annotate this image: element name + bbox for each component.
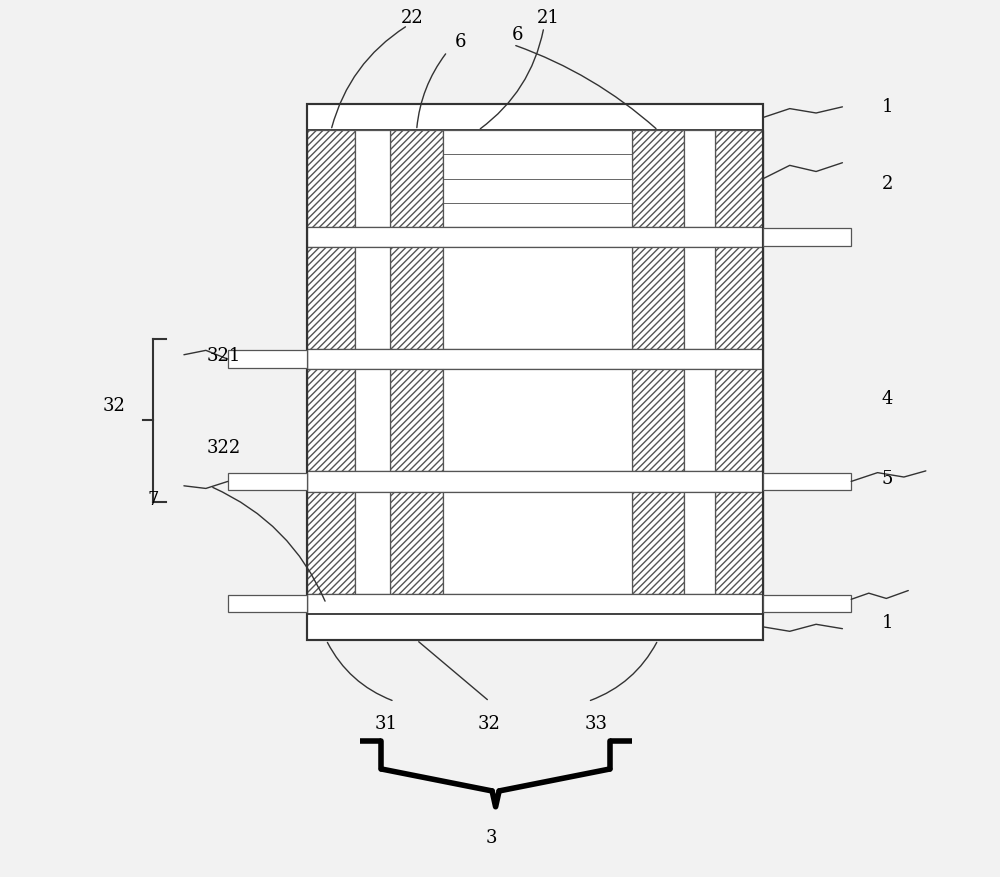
Text: 322: 322 bbox=[206, 438, 241, 456]
Bar bbox=[763, 474, 851, 490]
Bar bbox=[715, 132, 763, 227]
Bar bbox=[390, 370, 443, 472]
Bar bbox=[684, 132, 715, 227]
Bar bbox=[228, 595, 307, 613]
Bar bbox=[763, 229, 851, 246]
Bar bbox=[632, 247, 684, 350]
Bar bbox=[307, 247, 355, 350]
Text: 1: 1 bbox=[882, 614, 893, 631]
Text: 7: 7 bbox=[148, 491, 159, 509]
Bar bbox=[307, 370, 355, 472]
Bar bbox=[390, 370, 443, 472]
Bar bbox=[390, 492, 443, 594]
Text: 33: 33 bbox=[585, 715, 608, 732]
Bar bbox=[763, 595, 851, 613]
Bar bbox=[307, 492, 355, 594]
Bar bbox=[355, 247, 390, 350]
Bar bbox=[632, 492, 684, 594]
Bar bbox=[443, 247, 632, 350]
Bar bbox=[715, 492, 763, 594]
Bar bbox=[684, 247, 715, 350]
Bar bbox=[355, 132, 390, 227]
Text: 1: 1 bbox=[882, 98, 893, 116]
Bar bbox=[307, 132, 355, 227]
Bar bbox=[307, 132, 355, 227]
Bar bbox=[443, 492, 632, 594]
Text: 2: 2 bbox=[882, 175, 893, 193]
Text: 22: 22 bbox=[401, 9, 424, 26]
Bar bbox=[632, 492, 684, 594]
Bar bbox=[632, 247, 684, 350]
Bar bbox=[715, 370, 763, 472]
Text: 6: 6 bbox=[455, 33, 466, 51]
Bar bbox=[715, 247, 763, 350]
Text: 21: 21 bbox=[537, 9, 560, 26]
Bar bbox=[307, 247, 355, 350]
Bar bbox=[228, 474, 307, 490]
Bar bbox=[355, 370, 390, 472]
Bar bbox=[307, 227, 763, 247]
Bar bbox=[443, 132, 632, 227]
Bar bbox=[390, 492, 443, 594]
Bar bbox=[307, 105, 763, 132]
Text: 32: 32 bbox=[478, 715, 501, 732]
Bar bbox=[307, 472, 763, 492]
Text: 31: 31 bbox=[374, 715, 397, 732]
Text: 3: 3 bbox=[485, 829, 497, 846]
Bar bbox=[228, 351, 307, 368]
Bar bbox=[715, 132, 763, 227]
Bar bbox=[632, 370, 684, 472]
Bar bbox=[355, 492, 390, 594]
Bar bbox=[307, 594, 763, 614]
Bar bbox=[307, 492, 355, 594]
Bar bbox=[632, 370, 684, 472]
Text: 4: 4 bbox=[882, 390, 893, 408]
Bar bbox=[715, 247, 763, 350]
Bar bbox=[307, 350, 763, 370]
Bar bbox=[307, 370, 355, 472]
Bar bbox=[632, 132, 684, 227]
Bar bbox=[715, 370, 763, 472]
Bar bbox=[684, 492, 715, 594]
Text: 6: 6 bbox=[512, 26, 523, 44]
Bar bbox=[443, 370, 632, 472]
Bar bbox=[715, 492, 763, 594]
Bar bbox=[307, 105, 763, 640]
Bar bbox=[307, 614, 763, 640]
Text: 32: 32 bbox=[102, 396, 125, 414]
Bar bbox=[390, 132, 443, 227]
Bar bbox=[390, 132, 443, 227]
Bar bbox=[390, 247, 443, 350]
Text: 5: 5 bbox=[882, 469, 893, 487]
Text: 321: 321 bbox=[206, 347, 241, 365]
Bar bbox=[390, 247, 443, 350]
Bar bbox=[684, 370, 715, 472]
Bar bbox=[632, 132, 684, 227]
